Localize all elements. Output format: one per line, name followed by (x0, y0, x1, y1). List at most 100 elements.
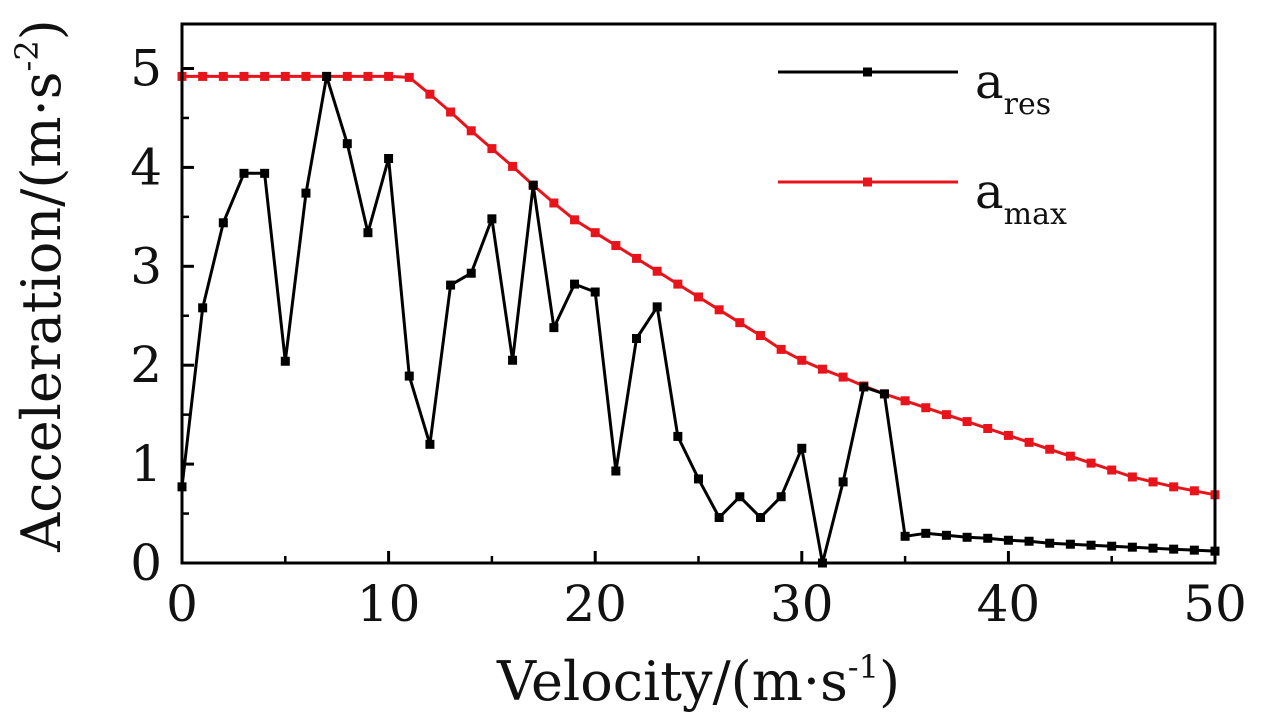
data-point-amax (632, 253, 642, 263)
data-point-amax (694, 292, 703, 302)
data-point-ares (1003, 535, 1013, 545)
legend-entry-ares: ares (778, 54, 1051, 122)
data-point-ares (590, 287, 600, 297)
data-point-ares (983, 533, 993, 543)
data-point-ares (1045, 538, 1055, 548)
data-point-ares (342, 139, 352, 149)
data-point-ares (363, 228, 373, 238)
data-point-ares (694, 474, 703, 484)
data-point-ares (570, 279, 580, 289)
data-point-amax (590, 228, 600, 238)
y-tick-label: 4 (130, 138, 162, 196)
data-point-amax (363, 71, 373, 81)
data-point-amax (508, 161, 518, 171)
data-point-ares (1148, 543, 1158, 553)
data-point-ares (301, 188, 311, 198)
data-point-ares (1024, 536, 1034, 546)
data-point-ares (239, 168, 249, 178)
x-tick-label: 50 (1183, 575, 1247, 633)
data-point-ares (508, 355, 518, 365)
data-point-amax (260, 71, 270, 81)
y-tick-label: 5 (130, 40, 162, 98)
data-point-amax (1148, 477, 1158, 487)
y-axis-title: Acceleration/(m·s-2) (8, 19, 73, 553)
plot-frame (180, 22, 1217, 565)
data-point-ares (714, 513, 724, 523)
data-point-ares (218, 218, 228, 228)
data-point-ares (797, 443, 807, 453)
data-point-ares (466, 268, 476, 278)
x-tick-label: 10 (357, 575, 421, 633)
data-point-ares (673, 431, 683, 441)
data-point-ares (900, 531, 910, 541)
data-point-amax (941, 410, 951, 420)
legend-marker-ares (863, 67, 872, 77)
data-point-amax (776, 344, 786, 354)
series-line-ares (180, 74, 1216, 565)
data-point-amax (838, 372, 848, 382)
data-point-amax (218, 71, 228, 81)
data-point-amax (755, 331, 765, 341)
data-point-ares (611, 466, 621, 476)
x-tick-label: 30 (770, 575, 834, 633)
data-point-amax (735, 318, 745, 328)
data-point-amax (921, 403, 931, 413)
data-point-ares (1086, 540, 1096, 550)
data-point-amax (239, 71, 249, 81)
data-point-amax (1107, 465, 1117, 475)
data-point-ares (879, 389, 889, 399)
data-point-ares (1189, 545, 1199, 555)
data-point-amax (900, 396, 910, 406)
data-point-amax (714, 305, 724, 315)
y-tick-label: 1 (130, 435, 162, 493)
legend-entry-amax: amax (778, 164, 1067, 232)
x-tick-label: 40 (977, 575, 1041, 633)
data-point-ares (735, 492, 745, 502)
data-point-ares (260, 168, 270, 178)
series-line-amax (182, 74, 1216, 497)
data-point-amax (301, 71, 311, 81)
x-axis-title-superscript: -1 (848, 648, 879, 686)
data-point-amax (983, 423, 993, 433)
tick-labels: 0 10 20 30 40 50 0 1 2 3 4 5 (130, 40, 1247, 633)
data-point-amax (1086, 458, 1096, 468)
data-point-ares (198, 303, 208, 313)
data-point-ares (487, 214, 497, 224)
data-point-ares (322, 71, 332, 81)
y-tick-label: 3 (130, 237, 162, 295)
data-point-amax (342, 71, 352, 81)
legend: ares amax (778, 54, 1067, 232)
data-point-ares (962, 532, 972, 542)
data-point-ares (1065, 539, 1075, 549)
data-point-ares (755, 513, 765, 523)
data-point-amax (404, 72, 414, 82)
axes-layer (180, 67, 1217, 565)
data-point-amax (549, 198, 559, 208)
data-point-ares (776, 492, 786, 502)
data-point-ares (404, 371, 414, 381)
data-point-amax (1024, 437, 1034, 447)
y-tick-label: 0 (130, 534, 162, 592)
data-point-amax (1045, 444, 1055, 454)
data-point-amax (797, 355, 807, 365)
legend-label-amax: amax (975, 164, 1067, 232)
y-tick-label: 2 (130, 336, 162, 394)
data-point-ares (941, 530, 951, 540)
data-point-ares (859, 382, 869, 392)
data-point-ares (632, 333, 642, 343)
data-point-amax (652, 266, 662, 276)
data-point-ares (921, 528, 931, 538)
data-point-amax (1169, 482, 1179, 492)
x-tick-label: 0 (166, 575, 198, 633)
data-point-amax (1065, 451, 1075, 461)
data-point-ares (838, 477, 848, 487)
legend-label-ares: ares (975, 54, 1051, 122)
data-point-ares (1169, 544, 1179, 554)
data-point-amax (570, 215, 580, 225)
data-point-ares (549, 323, 559, 333)
data-point-ares (1107, 541, 1117, 551)
data-point-amax (1127, 472, 1137, 482)
data-point-amax (280, 71, 290, 81)
data-point-amax (962, 417, 972, 427)
